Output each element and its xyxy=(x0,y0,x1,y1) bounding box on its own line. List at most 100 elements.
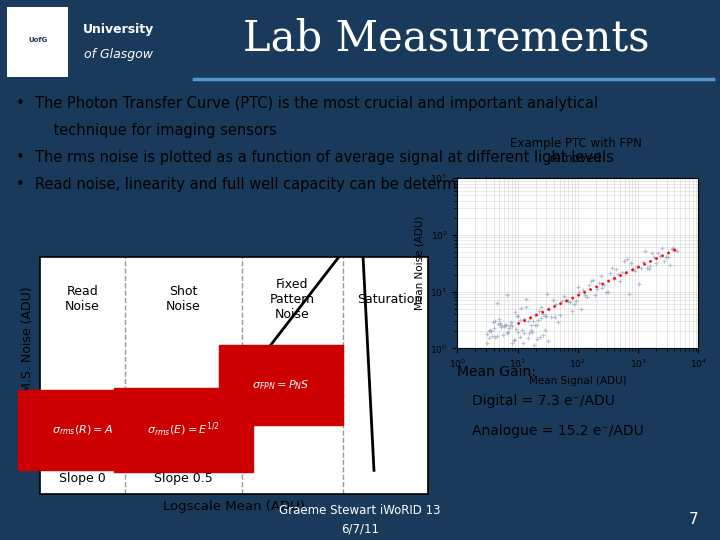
Point xyxy=(528,341,539,349)
Text: Lab Measurements: Lab Measurements xyxy=(243,17,649,59)
Point xyxy=(583,281,595,289)
Point xyxy=(492,319,504,328)
Point xyxy=(499,321,510,329)
Text: Analogue = 15.2 e⁻/ADU: Analogue = 15.2 e⁻/ADU xyxy=(472,424,644,438)
Point xyxy=(541,290,552,299)
Point xyxy=(672,247,683,255)
Text: University: University xyxy=(84,23,154,36)
Text: Mean Gain:: Mean Gain: xyxy=(457,364,536,379)
Text: Shot
Noise: Shot Noise xyxy=(166,285,201,313)
Text: UofG: UofG xyxy=(29,37,48,43)
Point xyxy=(549,313,560,321)
Point xyxy=(666,245,678,253)
Point xyxy=(523,313,535,322)
Point xyxy=(531,334,543,343)
Point xyxy=(629,267,641,275)
Point xyxy=(546,296,558,305)
Point xyxy=(520,303,531,312)
Point xyxy=(660,253,672,261)
Point xyxy=(533,315,544,324)
Point xyxy=(526,325,537,334)
Point xyxy=(621,254,633,263)
Point xyxy=(610,265,621,273)
Point xyxy=(581,293,593,301)
Point xyxy=(597,284,608,293)
Point xyxy=(503,328,514,336)
Point xyxy=(649,253,660,261)
Point xyxy=(505,321,516,329)
Text: Read noise, linearity and full well capacity can be determined: Read noise, linearity and full well capa… xyxy=(35,177,488,192)
Point xyxy=(510,307,521,316)
Text: Read
Noise: Read Noise xyxy=(65,285,100,313)
Point xyxy=(612,269,624,278)
Point xyxy=(608,275,620,284)
Point xyxy=(652,249,664,258)
Point xyxy=(525,320,536,329)
Point xyxy=(542,336,554,345)
Point xyxy=(593,279,604,287)
Text: Graeme Stewart iWoRID 13
6/7/11: Graeme Stewart iWoRID 13 6/7/11 xyxy=(279,504,441,535)
Point xyxy=(572,282,583,291)
Point xyxy=(551,300,562,308)
Point xyxy=(639,247,650,256)
Point xyxy=(654,252,666,260)
Point xyxy=(526,328,538,336)
Point xyxy=(487,318,499,327)
Point xyxy=(516,304,527,313)
Point xyxy=(641,264,652,272)
Point xyxy=(568,299,580,308)
Point xyxy=(537,331,549,340)
Text: $\sigma_{FPN}=P_N S$: $\sigma_{FPN}=P_N S$ xyxy=(252,378,310,392)
Bar xyxy=(7,6,68,77)
Point xyxy=(564,298,575,306)
Point xyxy=(493,315,505,323)
Point xyxy=(562,297,574,306)
Point xyxy=(591,285,603,294)
Point xyxy=(664,261,675,269)
Text: Fixed
Pattern
Noise: Fixed Pattern Noise xyxy=(270,278,315,321)
Point xyxy=(523,328,535,337)
Point xyxy=(490,332,501,341)
Point xyxy=(643,265,654,274)
Point xyxy=(637,258,649,266)
Point xyxy=(543,305,554,314)
Point xyxy=(557,297,568,306)
Point xyxy=(595,272,606,281)
Point xyxy=(485,326,496,334)
Point xyxy=(508,336,519,345)
Point xyxy=(600,287,612,296)
Point xyxy=(506,322,518,330)
Point xyxy=(598,280,610,289)
Point xyxy=(536,302,547,311)
Point xyxy=(631,262,643,271)
Point xyxy=(603,287,614,296)
Point xyxy=(485,326,497,335)
Point xyxy=(606,264,618,272)
Point xyxy=(626,259,637,268)
Point xyxy=(647,248,658,257)
Point xyxy=(507,339,518,347)
Point xyxy=(635,264,647,272)
Point xyxy=(516,326,528,334)
Text: Example PTC with FPN
removed: Example PTC with FPN removed xyxy=(510,137,642,165)
Point xyxy=(497,345,508,354)
Point xyxy=(552,318,564,326)
Y-axis label: Logscale R.M.S. Noise (ADU): Logscale R.M.S. Noise (ADU) xyxy=(21,287,34,464)
Point xyxy=(627,265,639,273)
Point xyxy=(589,291,600,299)
Point xyxy=(577,286,589,294)
Point xyxy=(534,333,546,341)
Point xyxy=(529,310,541,319)
Point xyxy=(498,322,510,330)
Point xyxy=(624,289,635,298)
Point xyxy=(508,336,520,345)
Point xyxy=(500,321,512,329)
Point xyxy=(604,269,616,278)
Point xyxy=(545,313,557,322)
Point xyxy=(494,318,505,327)
Text: $\sigma_{rms}(R)=A$: $\sigma_{rms}(R)=A$ xyxy=(52,423,113,437)
Point xyxy=(503,324,515,333)
Point xyxy=(570,296,581,305)
Text: Slope 1: Slope 1 xyxy=(281,357,328,370)
Point xyxy=(539,326,550,334)
